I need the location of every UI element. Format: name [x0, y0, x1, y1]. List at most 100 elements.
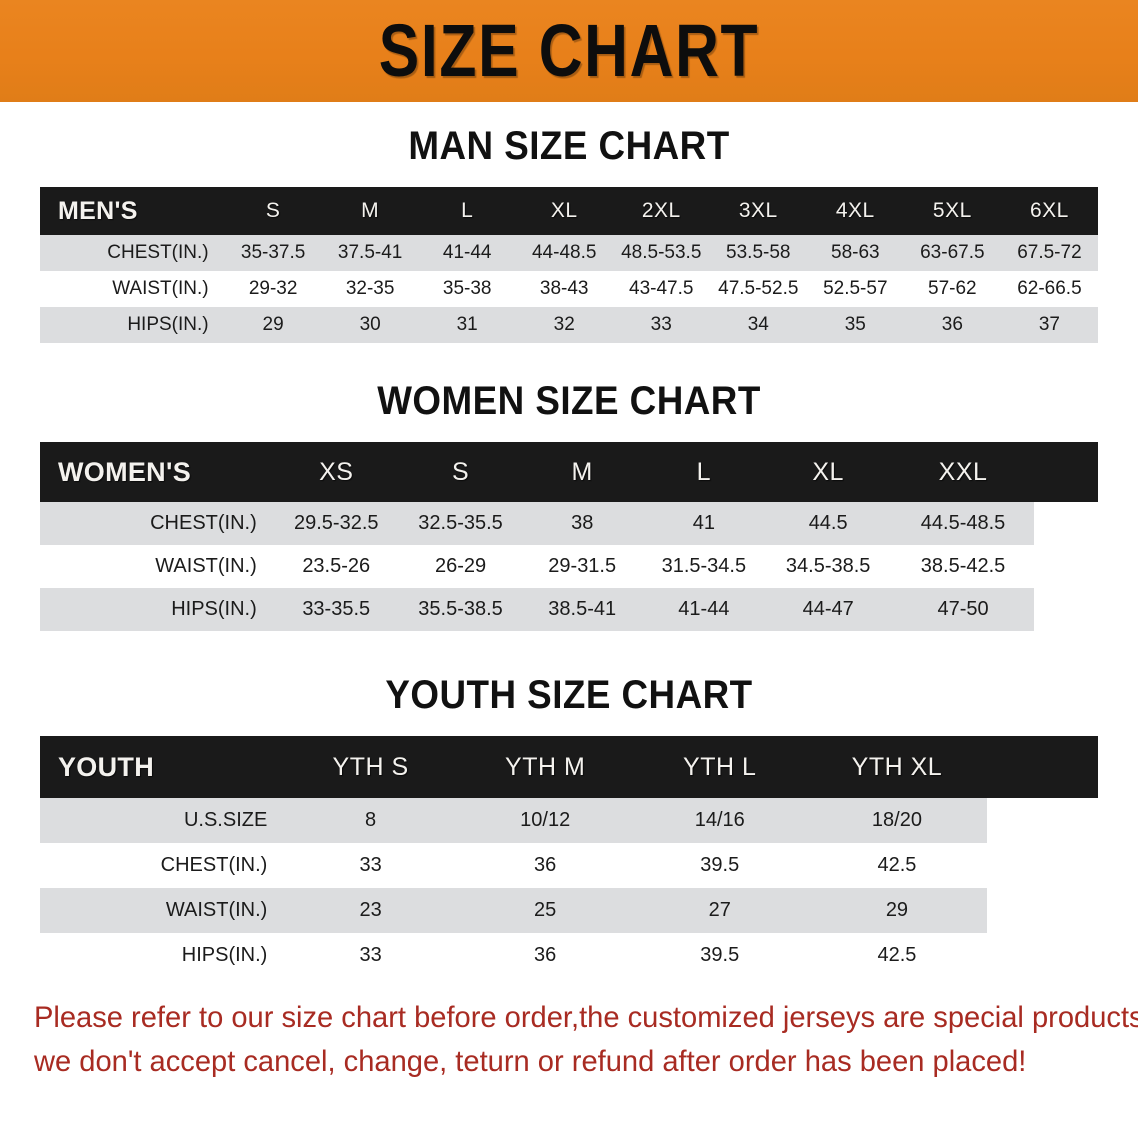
- women-row-label: WAIST(IN.): [155, 555, 257, 577]
- youth-col-header: YTH S: [332, 752, 409, 781]
- women-cell: 47-50: [937, 598, 989, 620]
- man-header-row: MEN'S S M L XL 2XL 3XL 4XL 5XL 6XL: [40, 187, 1098, 235]
- youth-section-title: YOUTH SIZE CHART: [385, 673, 753, 717]
- youth-cell: 14/16: [694, 809, 745, 831]
- footer-disclaimer: Please refer to our size chart before or…: [34, 996, 1138, 1083]
- women-corner-label: WOMEN'S: [58, 456, 192, 487]
- table-row: HIPS(IN.) 33-35.5 35.5-38.5 38.5-41 41-4…: [40, 588, 1098, 631]
- man-cell: 35-38: [442, 278, 492, 299]
- women-row-spacer: [1034, 588, 1098, 631]
- youth-cell: 42.5: [877, 854, 917, 876]
- women-header-row: WOMEN'S XS S M L XL XXL: [40, 442, 1098, 502]
- man-col-header: M: [361, 199, 380, 222]
- youth-cell: 25: [534, 899, 557, 921]
- women-col-header: XXL: [938, 457, 988, 486]
- women-col-header: XL: [812, 457, 844, 486]
- youth-row-spacer: [986, 798, 1098, 843]
- man-cell: 29-32: [248, 278, 298, 299]
- women-cell: 26-29: [434, 555, 487, 577]
- man-cell: 58-63: [831, 242, 880, 263]
- youth-row-label: U.S.SIZE: [183, 809, 268, 831]
- table-row: WAIST(IN.) 23.5-26 26-29 29-31.5 31.5-34…: [40, 545, 1098, 588]
- man-col-header: 6XL: [1029, 199, 1069, 222]
- man-col-header: 3XL: [738, 199, 778, 222]
- youth-cell: 23: [359, 899, 382, 921]
- man-cell: 36: [941, 314, 963, 335]
- youth-cell: 29: [885, 899, 909, 921]
- page-title: SIZE CHART: [378, 9, 760, 92]
- man-col-header: L: [461, 199, 474, 222]
- women-cell: 35.5-38.5: [418, 598, 503, 620]
- women-cell: 41-44: [678, 598, 730, 620]
- youth-size-table: YOUTH YTH S YTH M YTH L YTH XL U.S.SIZE …: [40, 736, 1098, 978]
- table-row: HIPS(IN.) 33 36 39.5 42.5: [40, 933, 1098, 978]
- man-cell: 33: [650, 314, 672, 335]
- youth-header-row: YOUTH YTH S YTH M YTH L YTH XL: [40, 736, 1098, 798]
- man-cell: 48.5-53.5: [621, 242, 702, 263]
- man-size-table: MEN'S S M L XL 2XL 3XL 4XL 5XL 6XL CHEST…: [40, 187, 1098, 343]
- man-col-header: 5XL: [932, 199, 972, 222]
- man-cell: 53.5-58: [726, 242, 791, 263]
- man-cell: 32-35: [345, 278, 395, 299]
- youth-cell: 8: [365, 809, 377, 831]
- women-cell: 41: [692, 512, 715, 534]
- women-col-header: XS: [319, 457, 354, 486]
- man-cell: 62-66.5: [1017, 278, 1082, 299]
- women-col-header: M: [571, 457, 593, 486]
- table-row: CHEST(IN.) 29.5-32.5 32.5-35.5 38 41 44.…: [40, 502, 1098, 545]
- man-cell: 29: [262, 314, 284, 335]
- women-table-wrapper: WOMEN'S XS S M L XL XXL CHEST(IN.) 29.5-…: [40, 442, 1098, 631]
- women-col-header: S: [451, 457, 470, 486]
- women-row-spacer: [1034, 545, 1098, 588]
- man-row-label: WAIST(IN.): [112, 278, 209, 299]
- man-cell: 37: [1038, 314, 1060, 335]
- man-cell: 34: [747, 314, 769, 335]
- youth-col-header: YTH M: [505, 752, 586, 781]
- youth-row-spacer: [986, 888, 1098, 933]
- youth-row-label: CHEST(IN.): [160, 854, 268, 876]
- women-size-table: WOMEN'S XS S M L XL XXL CHEST(IN.) 29.5-…: [40, 442, 1098, 631]
- man-col-header: S: [265, 199, 281, 222]
- women-header-spacer: [1034, 442, 1098, 502]
- man-cell: 63-67.5: [920, 242, 985, 263]
- man-row-label: HIPS(IN.): [127, 314, 209, 335]
- man-table-wrapper: MEN'S S M L XL 2XL 3XL 4XL 5XL 6XL CHEST…: [40, 187, 1098, 343]
- man-cell: 41-44: [442, 242, 492, 263]
- women-cell: 44-47: [802, 598, 854, 620]
- man-cell: 47.5-52.5: [718, 278, 799, 299]
- women-cell: 23.5-26: [302, 555, 371, 577]
- man-col-header: XL: [550, 199, 578, 222]
- table-row: HIPS(IN.) 29 30 31 32 33 34 35 36 37: [40, 307, 1098, 343]
- women-cell: 31.5-34.5: [661, 555, 747, 577]
- table-row: U.S.SIZE 8 10/12 14/16 18/20: [40, 798, 1098, 843]
- women-row-label: CHEST(IN.): [150, 512, 257, 534]
- youth-corner-label: YOUTH: [58, 751, 154, 782]
- women-section-title: WOMEN SIZE CHART: [377, 379, 761, 423]
- women-row-spacer: [1034, 502, 1098, 545]
- youth-cell: 36: [534, 854, 557, 876]
- man-cell: 30: [359, 314, 381, 335]
- youth-col-header: YTH XL: [851, 752, 943, 781]
- man-cell: 31: [456, 314, 478, 335]
- man-col-header: 4XL: [835, 199, 875, 222]
- man-cell: 43-47.5: [629, 278, 694, 299]
- man-cell: 67.5-72: [1017, 242, 1082, 263]
- man-cell: 44-48.5: [531, 242, 597, 263]
- footer-line-2: we don't accept cancel, change, teturn o…: [34, 1044, 1027, 1078]
- man-row-label: CHEST(IN.): [107, 242, 209, 263]
- women-cell: 29-31.5: [548, 555, 617, 577]
- women-cell: 38.5-41: [548, 598, 617, 620]
- table-row: CHEST(IN.) 35-37.5 37.5-41 41-44 44-48.5…: [40, 235, 1098, 271]
- youth-row-label: HIPS(IN.): [181, 944, 268, 966]
- table-row: WAIST(IN.) 29-32 32-35 35-38 38-43 43-47…: [40, 271, 1098, 307]
- table-row: WAIST(IN.) 23 25 27 29: [40, 888, 1098, 933]
- man-cell: 52.5-57: [823, 278, 888, 299]
- youth-row-spacer: [986, 933, 1098, 978]
- page-banner: SIZE CHART: [0, 0, 1138, 102]
- women-row-label: HIPS(IN.): [171, 598, 257, 620]
- man-corner-label: MEN'S: [58, 196, 138, 225]
- youth-cell: 27: [708, 899, 731, 921]
- youth-row-label: WAIST(IN.): [165, 899, 268, 921]
- women-cell: 38.5-42.5: [920, 555, 1006, 577]
- women-cell: 33-35.5: [302, 598, 371, 620]
